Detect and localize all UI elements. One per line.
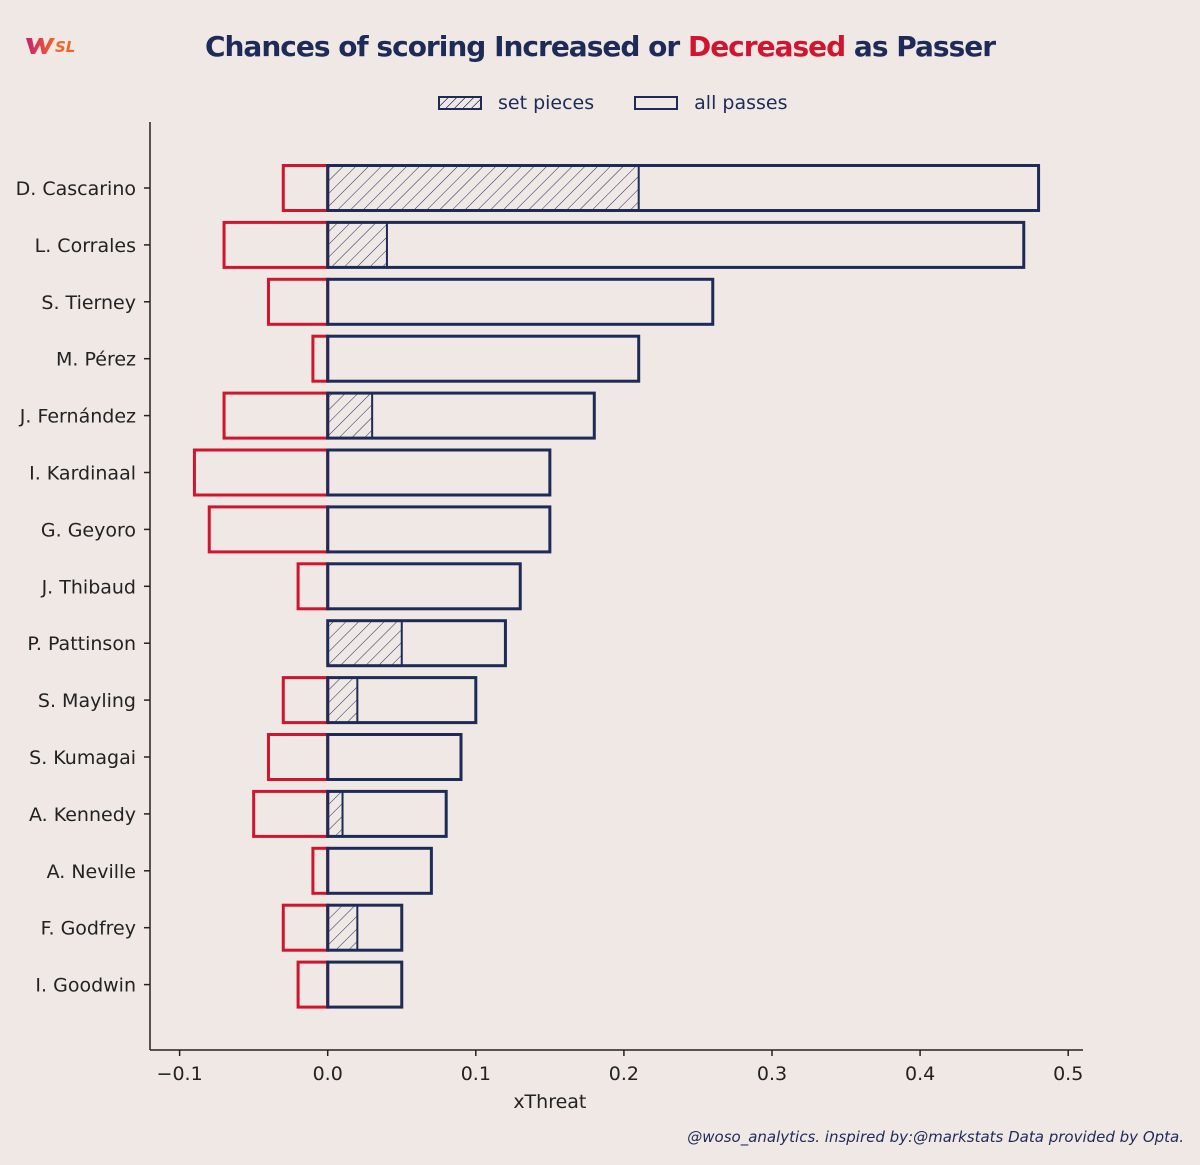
decreased-bar bbox=[222, 220, 330, 269]
y-tick-label: L. Corrales bbox=[35, 235, 136, 257]
set-pieces-bar bbox=[326, 790, 344, 838]
decreased-bar bbox=[266, 277, 330, 326]
legend-swatch-outline bbox=[634, 96, 679, 110]
all-passes-bar bbox=[326, 562, 522, 611]
y-tick-label: A. Kennedy bbox=[29, 804, 136, 826]
set-pieces-bar bbox=[326, 392, 374, 440]
decreased-bar bbox=[281, 164, 330, 212]
x-tick-label: 0.3 bbox=[757, 1063, 787, 1085]
all-passes-bar bbox=[326, 960, 404, 1009]
decreased-bar bbox=[222, 391, 330, 440]
legend-label: all passes bbox=[694, 92, 788, 114]
set-pieces-bar bbox=[326, 904, 359, 952]
decreased-bar bbox=[311, 846, 330, 895]
svg-text:SL: SL bbox=[55, 38, 75, 56]
y-tick-label: F. Godfrey bbox=[41, 918, 136, 940]
all-passes-bar bbox=[326, 334, 641, 383]
all-passes-bar bbox=[326, 448, 552, 497]
all-passes-bar bbox=[326, 676, 478, 725]
x-tick-label: 0.0 bbox=[313, 1063, 343, 1085]
footer-credit: @woso_analytics. inspired by:@markstats … bbox=[687, 1128, 1184, 1146]
y-tick-label: S. Mayling bbox=[38, 690, 136, 712]
decreased-bar bbox=[296, 562, 330, 611]
set-pieces-bar bbox=[326, 221, 388, 269]
chart-title: Chances of scoring Increased or Decrease… bbox=[204, 30, 996, 63]
decreased-bar bbox=[281, 903, 330, 952]
decreased-bar bbox=[192, 448, 330, 497]
y-tick-label: S. Tierney bbox=[41, 292, 136, 314]
all-passes-bar bbox=[326, 391, 596, 440]
all-passes-bar bbox=[326, 164, 1041, 212]
title-highlight: Decreased bbox=[687, 30, 846, 63]
y-tick-label: M. Pérez bbox=[56, 349, 136, 371]
set-pieces-bar bbox=[326, 619, 403, 667]
decreased-bar bbox=[296, 960, 330, 1009]
x-tick-label: 0.4 bbox=[905, 1063, 935, 1085]
all-passes-bar bbox=[326, 220, 1026, 269]
x-tick-label: 0.1 bbox=[461, 1063, 491, 1085]
all-passes-bar bbox=[326, 903, 404, 952]
legend-label: set pieces bbox=[498, 92, 595, 114]
x-tick-label: 0.2 bbox=[609, 1063, 639, 1085]
y-tick-label: G. Geyoro bbox=[41, 519, 136, 541]
all-passes-bar bbox=[326, 846, 433, 895]
legend-item-set-pieces: set pieces bbox=[438, 92, 594, 114]
chart-legend: set pieces all passes bbox=[438, 90, 828, 116]
decreased-bar bbox=[252, 789, 330, 838]
all-passes-bar bbox=[326, 733, 463, 781]
y-tick-label: I. Kardinaal bbox=[29, 463, 136, 485]
decreased-bar bbox=[266, 733, 330, 781]
decreased-bar bbox=[281, 676, 330, 725]
decreased-bar bbox=[311, 334, 330, 383]
y-tick-label: A. Neville bbox=[47, 861, 136, 883]
decreased-bar bbox=[207, 505, 330, 554]
all-passes-bar bbox=[326, 619, 507, 668]
y-tick-label: D. Cascarino bbox=[16, 178, 136, 200]
legend-item-all-passes: all passes bbox=[634, 92, 788, 114]
wsl-logo: SL bbox=[26, 38, 75, 56]
all-passes-bar bbox=[326, 505, 552, 554]
x-tick-label: −0.1 bbox=[157, 1063, 203, 1085]
legend-swatch-hatched bbox=[438, 96, 482, 110]
y-tick-label: J. Thibaud bbox=[41, 576, 136, 598]
x-axis-label: xThreat bbox=[513, 1091, 586, 1113]
all-passes-bar bbox=[326, 277, 715, 326]
set-pieces-bar bbox=[326, 164, 640, 212]
y-tick-label: I. Goodwin bbox=[35, 975, 136, 997]
x-tick-label: 0.5 bbox=[1053, 1063, 1083, 1085]
y-tick-label: S. Kumagai bbox=[29, 747, 136, 769]
set-pieces-bar bbox=[326, 676, 359, 724]
y-tick-label: P. Pattinson bbox=[27, 633, 136, 655]
all-passes-bar bbox=[326, 789, 448, 838]
y-tick-label: J. Fernández bbox=[19, 406, 136, 428]
